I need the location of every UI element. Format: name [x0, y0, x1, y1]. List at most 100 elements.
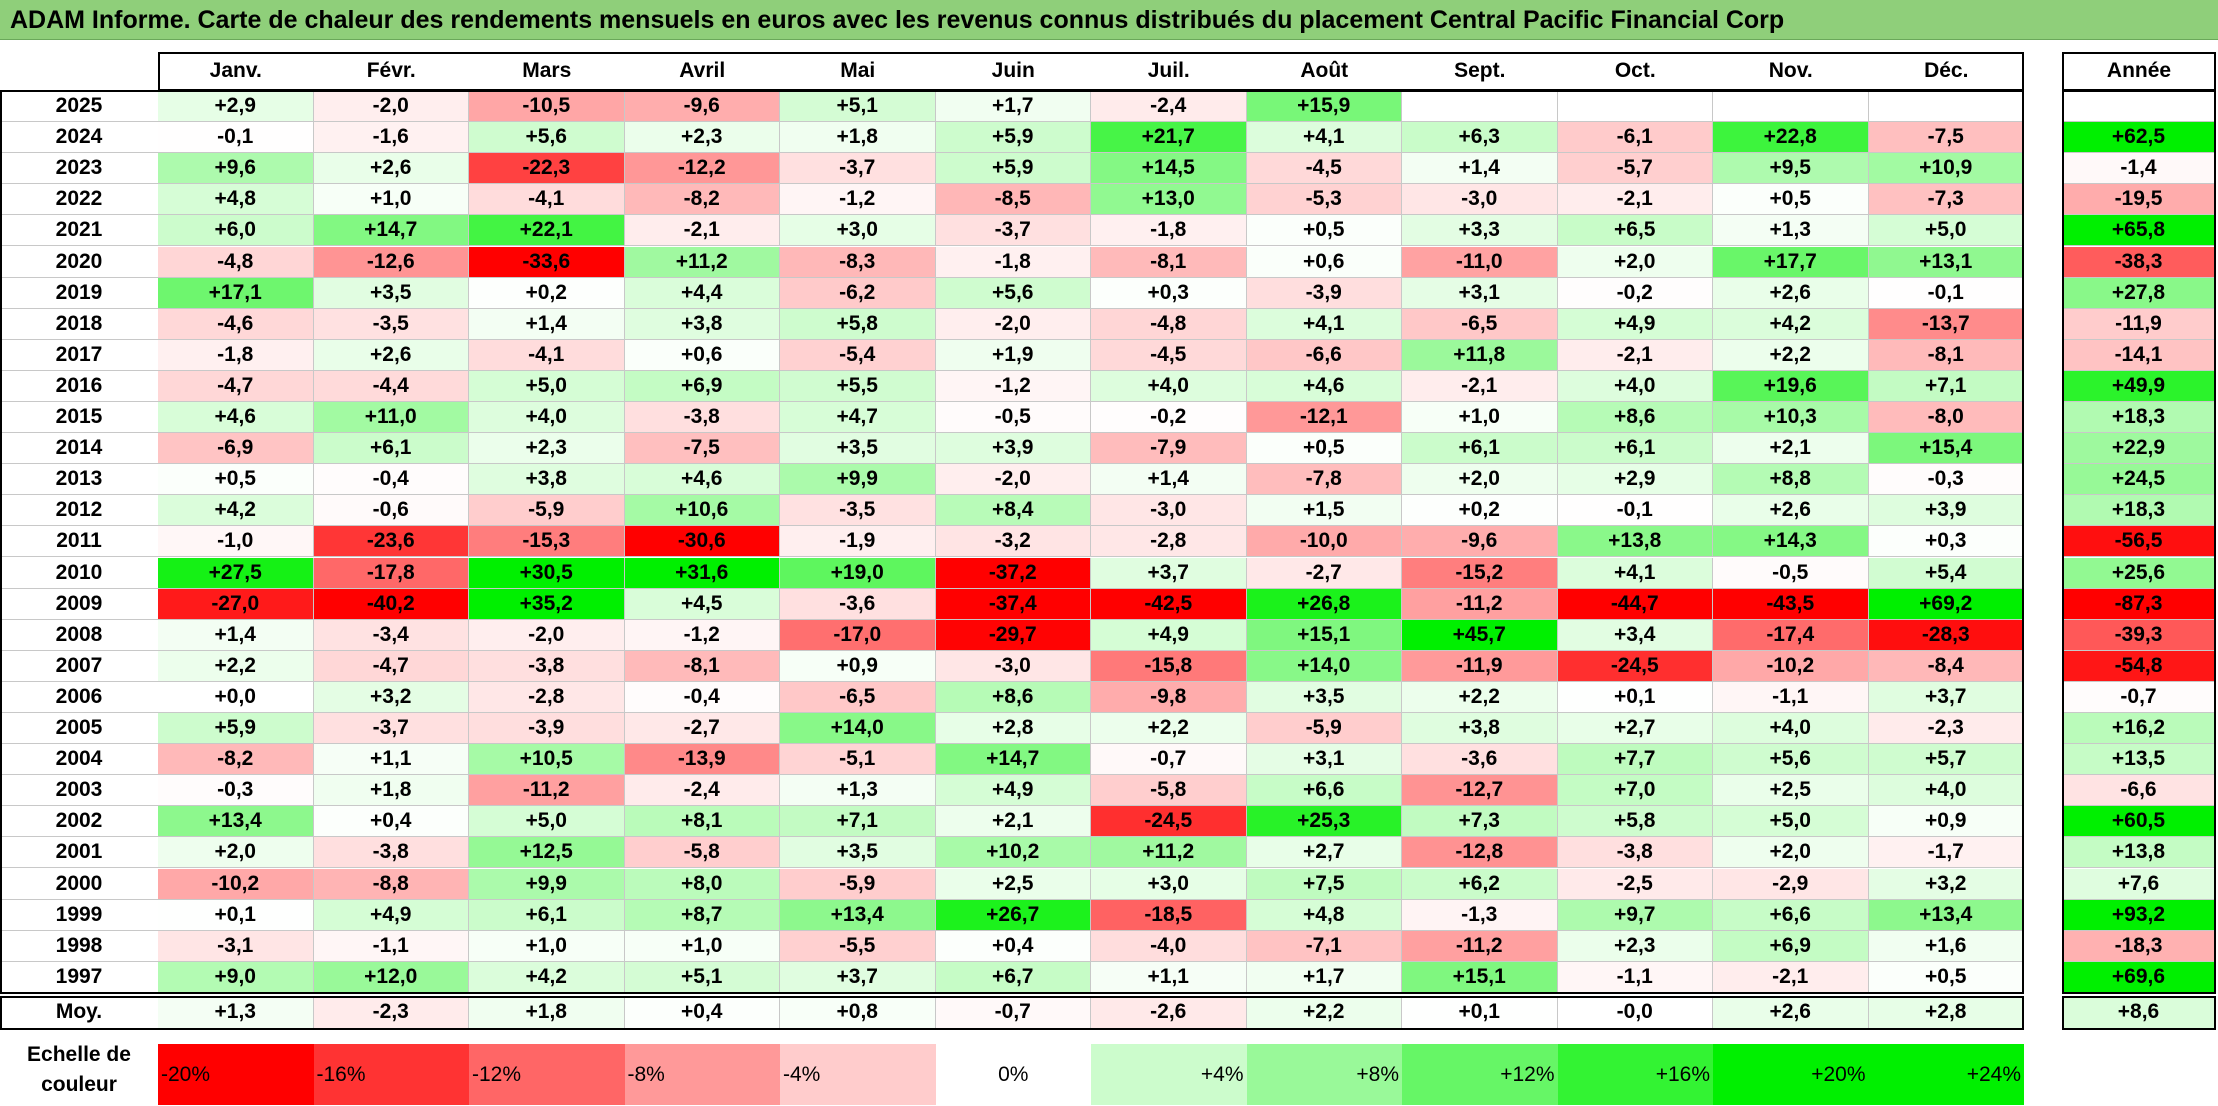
heatmap-cell: +6,0: [158, 215, 314, 247]
heatmap-cell: +4,5: [624, 588, 780, 620]
heatmap-cell: +14,0: [780, 713, 936, 745]
heatmap-cell: -4,5: [1246, 153, 1402, 185]
annual-cell: +69,6: [2062, 961, 2216, 993]
heatmap-cell: +12,0: [313, 961, 469, 993]
annual-cell: -39,3: [2062, 619, 2216, 651]
heatmap-cell: -11,9: [1402, 650, 1558, 682]
heatmap-cell: +9,7: [1557, 899, 1713, 931]
heatmap-cell: +9,9: [780, 464, 936, 496]
heatmap-cell: -7,9: [1091, 433, 1247, 465]
heatmap-cell: -1,1: [1557, 961, 1713, 993]
heatmap-cell: +0,2: [469, 277, 625, 309]
heatmap-cell: -3,1: [158, 930, 314, 962]
heatmap-cell: +2,7: [1246, 837, 1402, 869]
heatmap-cell: +9,0: [158, 961, 314, 993]
heatmap-cell: +5,6: [1713, 744, 1869, 776]
heatmap-cell: +8,8: [1713, 464, 1869, 496]
heatmap-cell: +11,8: [1402, 339, 1558, 371]
heatmap-cell: -42,5: [1091, 588, 1247, 620]
heatmap-cell: +6,5: [1557, 215, 1713, 247]
heatmap-cell: +6,6: [1713, 899, 1869, 931]
heatmap-cell: -4,6: [158, 308, 314, 340]
heatmap-cell: +7,7: [1557, 744, 1713, 776]
heatmap-cell: +4,9: [1091, 619, 1247, 651]
heatmap-cell: -2,1: [624, 215, 780, 247]
heatmap-cell: +6,2: [1402, 868, 1558, 900]
average-cell: +1,3: [158, 996, 314, 1029]
heatmap-cell: -3,5: [780, 495, 936, 527]
annual-cell: +27,8: [2062, 277, 2216, 309]
heatmap-cell: -3,5: [313, 308, 469, 340]
heatmap-cell: -6,2: [780, 277, 936, 309]
color-scale-step: -8%: [624, 1044, 780, 1105]
annual-cell: +49,9: [2062, 370, 2216, 402]
heatmap-cell: -15,2: [1402, 557, 1558, 589]
heatmap-cell: [1868, 91, 2024, 123]
heatmap-cell: -2,5: [1557, 868, 1713, 900]
heatmap-cell: -27,0: [158, 588, 314, 620]
heatmap-cell: -8,4: [1868, 650, 2024, 682]
heatmap-cell: +4,7: [780, 402, 936, 434]
heatmap-cell: -12,8: [1402, 837, 1558, 869]
year-label: 2018: [0, 309, 158, 340]
heatmap-cell: +4,9: [313, 899, 469, 931]
heatmap-cell: +2,1: [935, 806, 1091, 838]
heatmap-cell: +8,1: [624, 806, 780, 838]
heatmap-cell: -9,6: [1402, 526, 1558, 558]
heatmap-cell: -0,5: [1713, 557, 1869, 589]
heatmap-cell: +1,8: [780, 122, 936, 154]
report-title: ADAM Informe. Carte de chaleur des rende…: [0, 0, 2218, 40]
annual-cell: +65,8: [2062, 215, 2216, 247]
heatmap-cell: +13,1: [1868, 246, 2024, 278]
year-label: 2009: [0, 589, 158, 620]
heatmap-cell: +3,5: [780, 837, 936, 869]
heatmap-cell: +27,5: [158, 557, 314, 589]
heatmap-cell: +11,0: [313, 402, 469, 434]
heatmap-cell: +15,1: [1246, 619, 1402, 651]
average-cell: +0,1: [1402, 996, 1558, 1029]
heatmap-cell: -8,2: [158, 744, 314, 776]
heatmap-cell: +6,3: [1402, 122, 1558, 154]
color-scale-step: -20%: [158, 1044, 314, 1105]
annual-cell: -11,9: [2062, 308, 2216, 340]
heatmap-cell: -4,7: [158, 370, 314, 402]
heatmap-cell: -17,4: [1713, 619, 1869, 651]
annual-cell: -38,3: [2062, 246, 2216, 278]
heatmap-cell: -13,9: [624, 744, 780, 776]
heatmap-cell: +19,0: [780, 557, 936, 589]
heatmap-cell: +17,1: [158, 277, 314, 309]
heatmap-cell: +5,9: [158, 713, 314, 745]
heatmap-cell: +4,1: [1246, 122, 1402, 154]
year-label: 2013: [0, 464, 158, 496]
heatmap-cell: +0,0: [158, 681, 314, 713]
heatmap-cell: +15,9: [1246, 91, 1402, 123]
heatmap-cell: -0,3: [1868, 464, 2024, 496]
heatmap-cell: +2,5: [1713, 775, 1869, 807]
heatmap-cell: -37,4: [935, 588, 1091, 620]
heatmap-cell: +11,2: [624, 246, 780, 278]
heatmap-cell: -2,1: [1713, 961, 1869, 993]
annual-cell: -87,3: [2062, 588, 2216, 620]
heatmap-cell: [1402, 91, 1558, 123]
heatmap-cell: -3,7: [780, 153, 936, 185]
heatmap-cell: -0,2: [1091, 402, 1247, 434]
heatmap-cell: +3,8: [624, 308, 780, 340]
heatmap-cell: +2,9: [158, 91, 314, 123]
heatmap-cell: +1,0: [624, 930, 780, 962]
heatmap-cell: -12,7: [1402, 775, 1558, 807]
heatmap-cell: -10,0: [1246, 526, 1402, 558]
heatmap-cell: +5,0: [469, 806, 625, 838]
heatmap-cell: +3,9: [935, 433, 1091, 465]
annual-cell: +13,8: [2062, 837, 2216, 869]
heatmap-cell: -1,2: [935, 370, 1091, 402]
heatmap-cell: +7,1: [1868, 370, 2024, 402]
year-column-header: Année: [2106, 59, 2172, 82]
heatmap-cell: -8,1: [624, 650, 780, 682]
heatmap-cell: +13,4: [1868, 899, 2024, 931]
heatmap-cell: +3,3: [1402, 215, 1558, 247]
heatmap-cell: +8,0: [624, 868, 780, 900]
heatmap-cell: -1,8: [158, 339, 314, 371]
heatmap-cell: +1,9: [935, 339, 1091, 371]
heatmap-cell: -33,6: [469, 246, 625, 278]
heatmap-cell: -11,2: [1402, 930, 1558, 962]
